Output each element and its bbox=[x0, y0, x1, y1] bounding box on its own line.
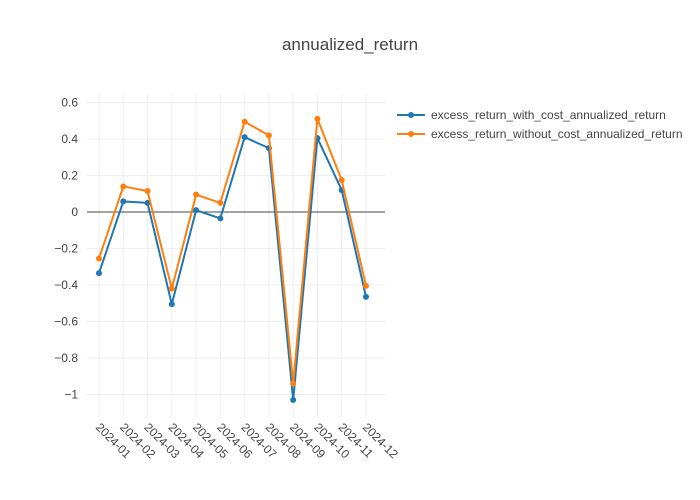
series-line bbox=[98, 117, 367, 385]
series-line bbox=[98, 136, 367, 401]
chart-title: annualized_return bbox=[282, 35, 418, 54]
data-point bbox=[314, 115, 321, 122]
data-point bbox=[362, 293, 369, 300]
legend-label: excess_return_with_cost_annualized_retur… bbox=[431, 108, 666, 122]
data-point bbox=[120, 198, 127, 205]
data-point bbox=[362, 282, 369, 289]
y-tick-label: 0.2 bbox=[61, 169, 78, 183]
y-axis-ticks: 0.6 0.4 0.2 0 −0.2 −0.4 −0.6 −0.8 −1 bbox=[54, 96, 78, 402]
data-point bbox=[265, 132, 272, 139]
data-point bbox=[168, 301, 175, 308]
data-point bbox=[241, 118, 248, 125]
legend-item[interactable]: excess_return_with_cost_annualized_retur… bbox=[397, 108, 666, 122]
grid-layer bbox=[87, 94, 385, 418]
series-2 bbox=[96, 115, 369, 387]
y-tick-label: −0.2 bbox=[54, 242, 78, 256]
y-tick-label: −0.8 bbox=[54, 351, 78, 365]
data-point bbox=[144, 188, 151, 195]
data-point bbox=[338, 177, 345, 184]
data-point bbox=[120, 183, 127, 190]
legend-label: excess_return_without_cost_annualized_re… bbox=[431, 127, 683, 141]
y-tick-label: 0 bbox=[71, 205, 78, 219]
data-point bbox=[168, 285, 175, 292]
legend-marker bbox=[408, 131, 414, 137]
y-tick-label: 0.6 bbox=[61, 96, 78, 110]
series-1 bbox=[96, 134, 369, 403]
data-point bbox=[193, 207, 200, 214]
data-point bbox=[241, 134, 248, 141]
legend-marker bbox=[408, 112, 414, 118]
data-point bbox=[193, 191, 200, 198]
series-layer bbox=[96, 115, 369, 403]
data-point bbox=[144, 199, 151, 206]
x-axis-ticks: 2024-012024-022024-032024-042024-052024-… bbox=[93, 420, 401, 461]
data-point bbox=[290, 396, 297, 403]
legend-item[interactable]: excess_return_without_cost_annualized_re… bbox=[397, 127, 683, 141]
data-point bbox=[217, 215, 224, 222]
y-tick-label: 0.4 bbox=[61, 132, 78, 146]
data-point bbox=[96, 270, 102, 277]
data-point bbox=[290, 380, 297, 387]
data-point bbox=[96, 255, 102, 262]
data-point bbox=[217, 199, 224, 206]
y-tick-label: −1 bbox=[64, 388, 78, 402]
y-tick-label: −0.6 bbox=[54, 315, 78, 329]
legend[interactable]: excess_return_with_cost_annualized_retur… bbox=[397, 108, 683, 141]
y-tick-label: −0.4 bbox=[54, 278, 78, 292]
